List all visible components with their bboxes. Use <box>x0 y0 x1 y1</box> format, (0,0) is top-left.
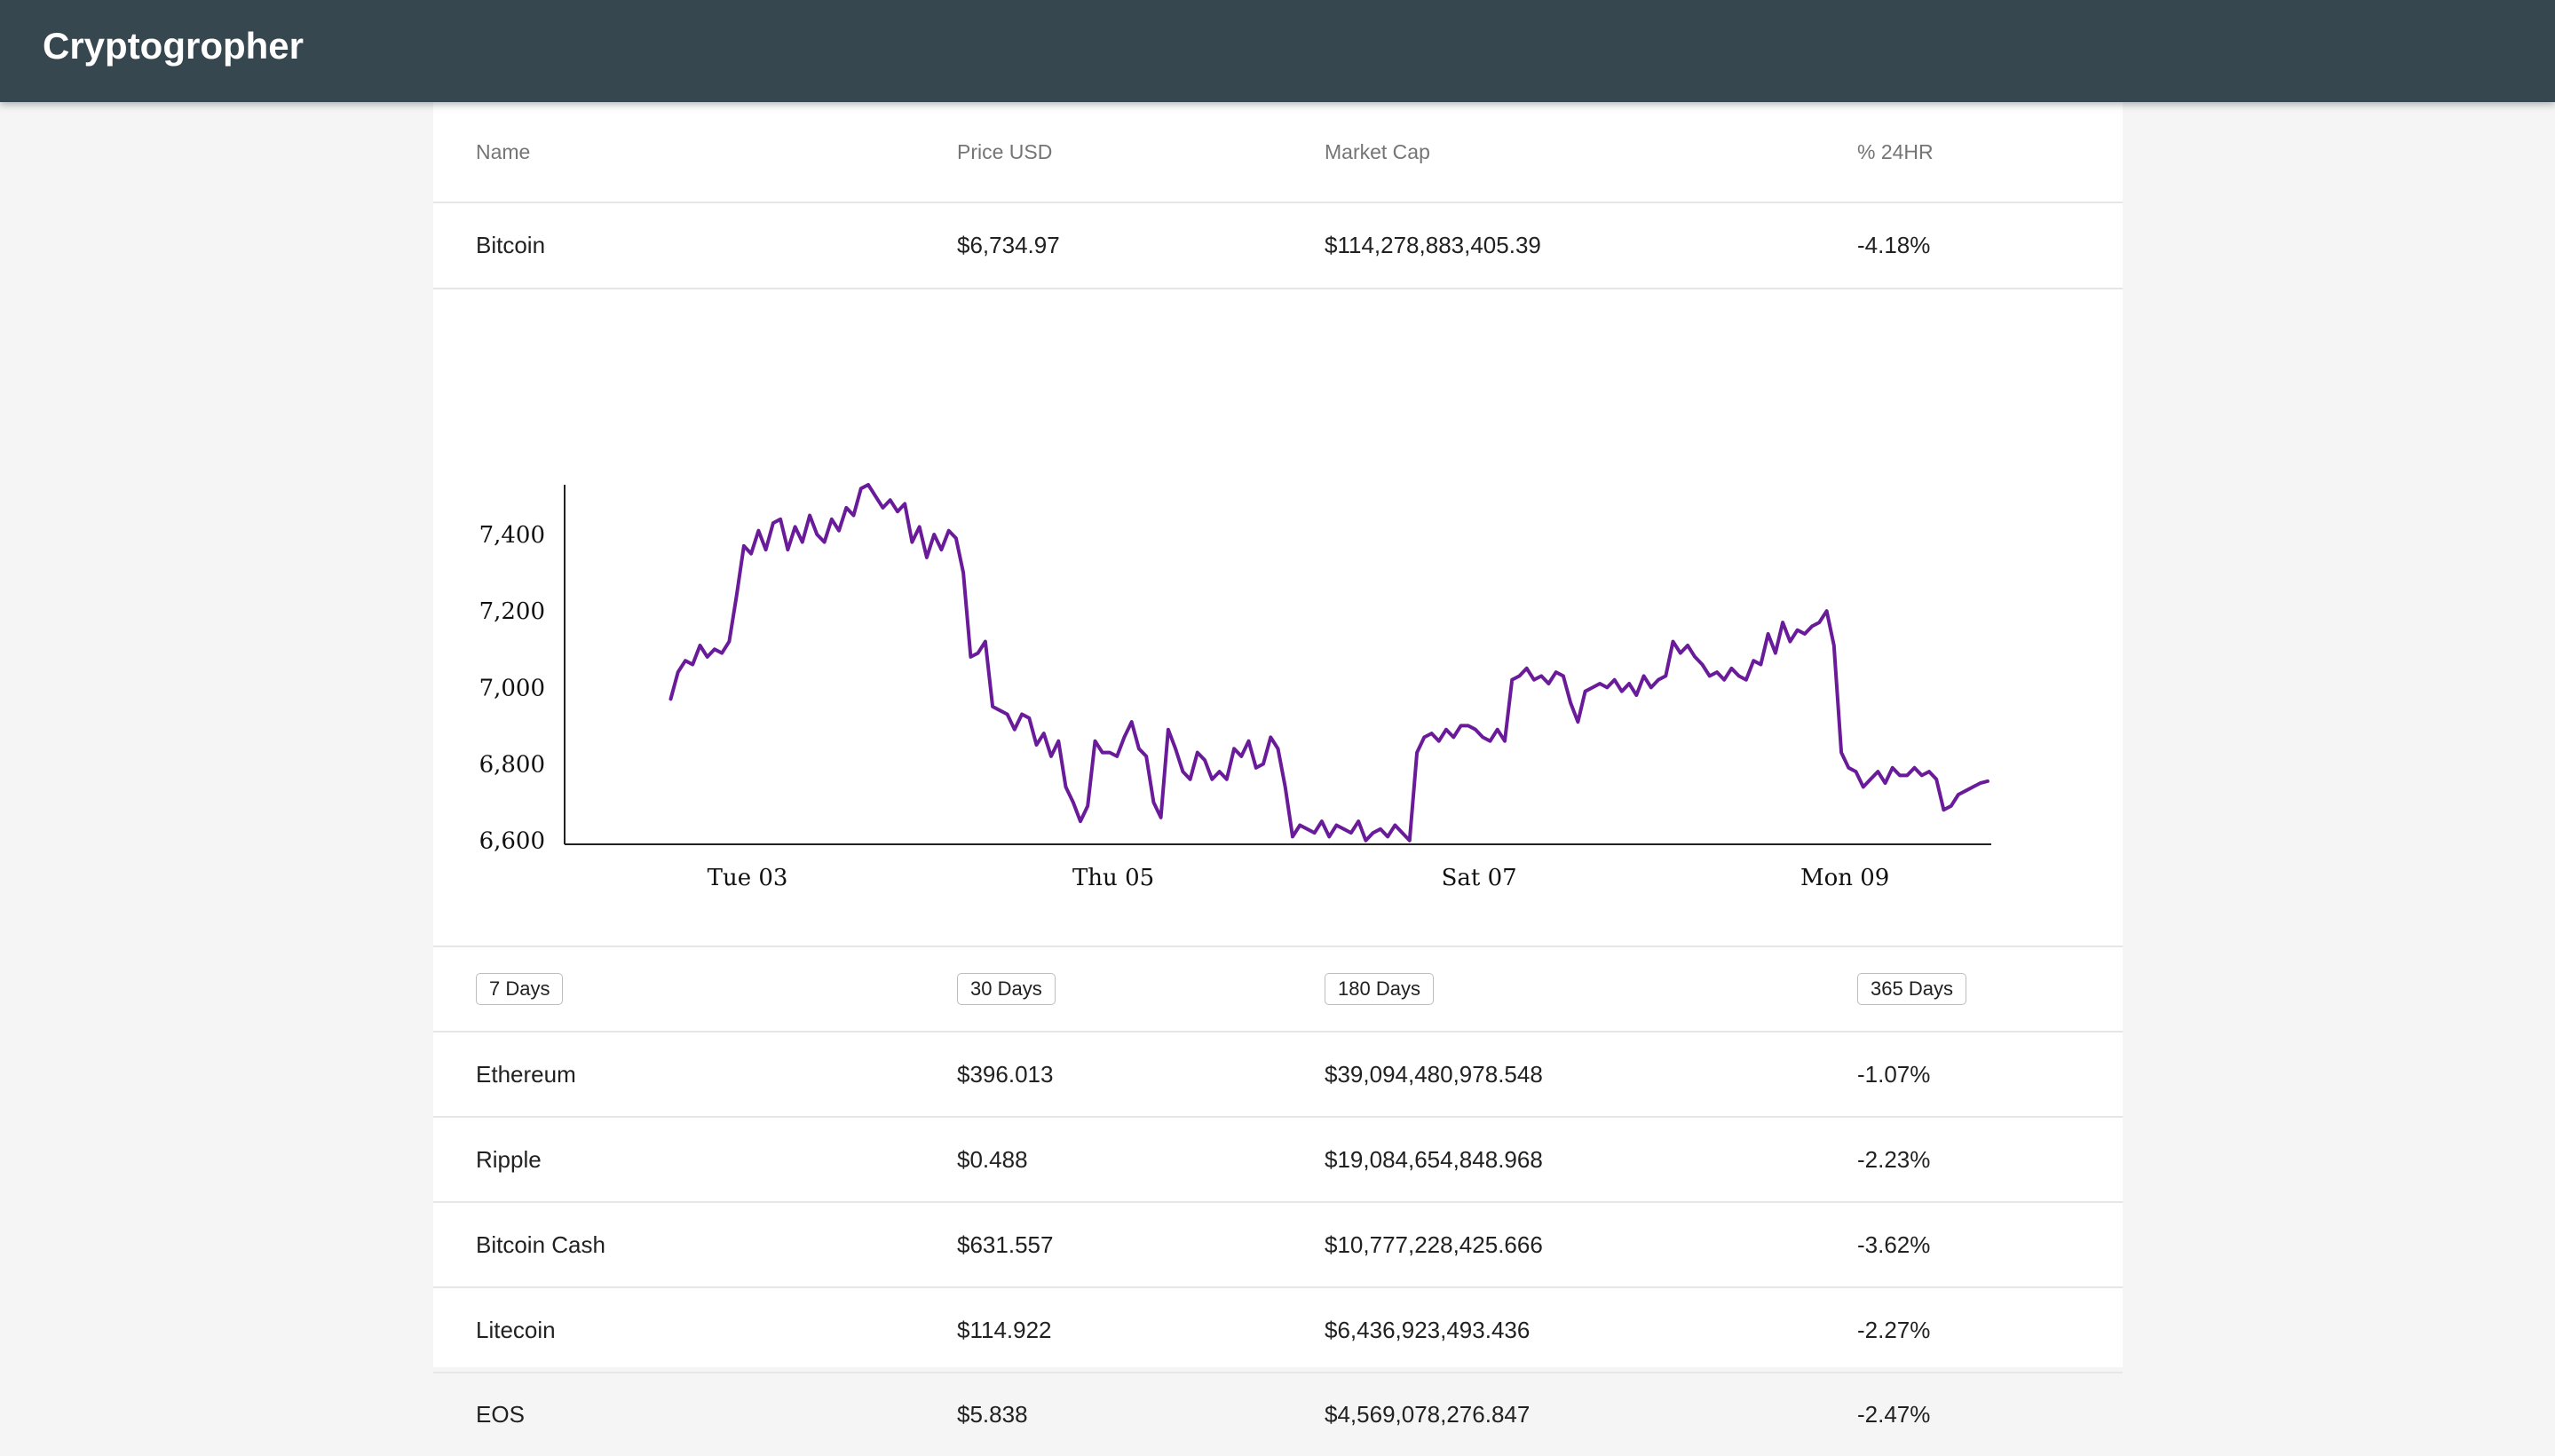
y-tick-label: 6,600 <box>479 828 545 855</box>
coin-change: -4.18% <box>1857 232 1931 258</box>
app-bar: Cryptogropher <box>0 0 2555 102</box>
coin-name: Bitcoin <box>476 232 546 258</box>
coin-price: $631.557 <box>957 1230 1054 1258</box>
range-365-days-button[interactable]: 365 Days <box>1857 973 1966 1005</box>
coin-name: Ripple <box>476 1145 542 1173</box>
coin-name: Ethereum <box>476 1060 576 1088</box>
range-7-cell: 7 Days <box>476 947 564 1031</box>
price-chart-svg: 6,600 6,800 7,000 7,200 7,400 Tue 03 Thu 05 Sat… <box>479 483 1991 891</box>
price-series-line <box>668 483 1989 843</box>
coin-price: $5.838 <box>957 1401 1028 1428</box>
coin-change: -2.47% <box>1857 1401 1931 1428</box>
header-market-cap[interactable]: Market Cap <box>1325 139 1430 163</box>
x-tick-label: Sat 07 <box>1442 865 1517 891</box>
x-tick-label: Mon 09 <box>1800 865 1889 891</box>
crypto-table-panel: Name Price USD Market Cap % 24HR Bitcoin… <box>433 102 2123 1428</box>
coin-change: -1.07% <box>1857 1060 1931 1088</box>
coin-market-cap: $114,278,883,405.39 <box>1325 232 1541 258</box>
price-chart: 6,600 6,800 7,000 7,200 7,400 Tue 03 Thu 05 Sat… <box>433 289 2123 947</box>
header-name[interactable]: Name <box>476 139 531 163</box>
coin-price: $114.922 <box>957 1316 1052 1343</box>
coin-price: $0.488 <box>957 1145 1028 1173</box>
table-row-selected[interactable]: Bitcoin $6,734.97 $114,278,883,405.39 -4… <box>433 203 2123 289</box>
y-tick-label: 7,000 <box>479 675 545 701</box>
x-tick-label: Thu 05 <box>1072 865 1154 891</box>
coin-market-cap: $10,777,228,425.666 <box>1325 1230 1543 1258</box>
coin-price: $396.013 <box>957 1060 1054 1088</box>
table-row[interactable]: Litecoin $114.922 $6,436,923,493.436 -2.… <box>433 1288 2123 1373</box>
coin-name: EOS <box>476 1401 525 1428</box>
coin-market-cap: $39,094,480,978.548 <box>1325 1060 1543 1088</box>
header-change[interactable]: % 24HR <box>1857 139 1934 163</box>
range-30-cell: 30 Days <box>957 947 1056 1031</box>
y-tick-label: 7,400 <box>479 522 545 549</box>
y-tick-label: 7,200 <box>479 598 545 625</box>
coin-market-cap: $4,569,078,276.847 <box>1325 1401 1531 1428</box>
app-title: Cryptogropher <box>43 25 304 67</box>
range-365-cell: 365 Days <box>1857 947 1966 1031</box>
header-price[interactable]: Price USD <box>957 139 1053 163</box>
coin-name: Bitcoin Cash <box>476 1230 605 1258</box>
coin-name: Litecoin <box>476 1316 556 1343</box>
coin-change: -2.23% <box>1857 1145 1931 1173</box>
table-row[interactable]: Ripple $0.488 $19,084,654,848.968 -2.23% <box>433 1118 2123 1203</box>
coin-change: -2.27% <box>1857 1316 1931 1343</box>
range-180-days-button[interactable]: 180 Days <box>1325 973 1434 1005</box>
coin-market-cap: $19,084,654,848.968 <box>1325 1145 1543 1173</box>
range-selector-row: 7 Days 30 Days 180 Days 365 Days <box>433 947 2123 1033</box>
coin-change: -3.62% <box>1857 1230 1931 1258</box>
coin-market-cap: $6,436,923,493.436 <box>1325 1316 1531 1343</box>
y-tick-label: 6,800 <box>479 752 545 779</box>
x-tick-label: Tue 03 <box>708 865 788 891</box>
table-row[interactable]: Bitcoin Cash $631.557 $10,777,228,425.66… <box>433 1203 2123 1288</box>
range-180-cell: 180 Days <box>1325 947 1434 1031</box>
range-30-days-button[interactable]: 30 Days <box>957 973 1056 1005</box>
table-row[interactable]: Ethereum $396.013 $39,094,480,978.548 -1… <box>433 1033 2123 1118</box>
coin-price: $6,734.97 <box>957 232 1060 258</box>
range-7-days-button[interactable]: 7 Days <box>476 973 564 1005</box>
table-row[interactable]: EOS $5.838 $4,569,078,276.847 -2.47% <box>433 1373 2123 1456</box>
table-header-row: Name Price USD Market Cap % 24HR <box>433 102 2123 203</box>
